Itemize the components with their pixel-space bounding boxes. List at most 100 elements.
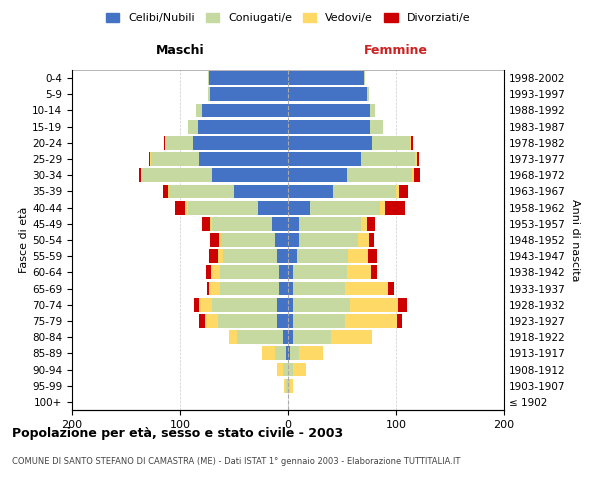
Bar [416, 152, 419, 166]
Text: Femmine: Femmine [364, 44, 428, 57]
Bar [208, 71, 209, 85]
Bar [277, 250, 288, 263]
Bar [288, 266, 293, 280]
Bar [415, 152, 416, 166]
Bar [258, 200, 288, 214]
Bar [164, 136, 165, 149]
Bar [168, 184, 169, 198]
Bar [349, 250, 368, 263]
Bar [262, 346, 275, 360]
Bar [199, 120, 288, 134]
Bar [284, 379, 286, 392]
Text: Maschi: Maschi [155, 44, 205, 57]
Bar [361, 217, 367, 230]
Bar [150, 152, 151, 166]
Bar [347, 168, 412, 182]
Bar [212, 168, 288, 182]
Bar [280, 266, 288, 280]
Bar [288, 168, 347, 182]
Bar [165, 136, 166, 149]
Bar [280, 282, 288, 296]
Bar [188, 120, 199, 134]
Text: Popolazione per età, sesso e stato civile - 2003: Popolazione per età, sesso e stato civil… [12, 428, 343, 440]
Bar [188, 200, 258, 214]
Bar [370, 120, 383, 134]
Bar [199, 152, 288, 166]
Bar [288, 379, 290, 392]
Bar [208, 88, 210, 101]
Bar [199, 298, 212, 312]
Bar [299, 233, 358, 247]
Bar [299, 346, 323, 360]
Bar [272, 217, 288, 230]
Bar [288, 200, 310, 214]
Bar [380, 200, 385, 214]
Bar [288, 88, 367, 101]
Bar [288, 136, 372, 149]
Bar [169, 184, 234, 198]
Bar [286, 379, 288, 392]
Bar [210, 88, 288, 101]
Bar [212, 217, 272, 230]
Bar [412, 168, 415, 182]
Bar [207, 282, 209, 296]
Bar [185, 200, 188, 214]
Bar [166, 136, 193, 149]
Bar [370, 104, 376, 118]
Bar [202, 217, 210, 230]
Bar [345, 314, 397, 328]
Bar [206, 266, 211, 280]
Bar [275, 233, 288, 247]
Bar [296, 250, 349, 263]
Bar [220, 266, 280, 280]
Bar [361, 152, 415, 166]
Bar [237, 330, 283, 344]
Bar [194, 298, 199, 312]
Bar [283, 362, 288, 376]
Text: COMUNE DI SANTO STEFANO DI CAMASTRA (ME) - Dati ISTAT 1° gennaio 2003 - Elaboraz: COMUNE DI SANTO STEFANO DI CAMASTRA (ME)… [12, 458, 460, 466]
Bar [221, 233, 275, 247]
Bar [369, 233, 374, 247]
Bar [209, 250, 218, 263]
Bar [367, 217, 376, 230]
Bar [210, 217, 212, 230]
Bar [234, 184, 288, 198]
Bar [277, 314, 288, 328]
Bar [415, 168, 420, 182]
Bar [350, 298, 398, 312]
Bar [288, 298, 293, 312]
Bar [397, 314, 403, 328]
Bar [410, 136, 411, 149]
Bar [275, 346, 286, 360]
Bar [288, 233, 299, 247]
Bar [310, 200, 380, 214]
Bar [288, 250, 296, 263]
Bar [372, 136, 410, 149]
Bar [288, 104, 370, 118]
Bar [139, 168, 141, 182]
Bar [411, 136, 413, 149]
Bar [293, 298, 350, 312]
Bar [209, 71, 288, 85]
Bar [345, 282, 388, 296]
Bar [288, 330, 293, 344]
Bar [149, 152, 150, 166]
Bar [175, 200, 185, 214]
Bar [218, 250, 223, 263]
Bar [229, 330, 237, 344]
Bar [288, 152, 361, 166]
Bar [212, 298, 277, 312]
Bar [286, 346, 288, 360]
Bar [364, 71, 365, 85]
Bar [288, 346, 290, 360]
Y-axis label: Fasce di età: Fasce di età [19, 207, 29, 273]
Bar [288, 282, 293, 296]
Bar [396, 184, 399, 198]
Bar [290, 346, 299, 360]
Bar [218, 314, 277, 328]
Bar [142, 168, 212, 182]
Bar [163, 184, 168, 198]
Bar [288, 314, 293, 328]
Bar [299, 217, 361, 230]
Bar [283, 330, 288, 344]
